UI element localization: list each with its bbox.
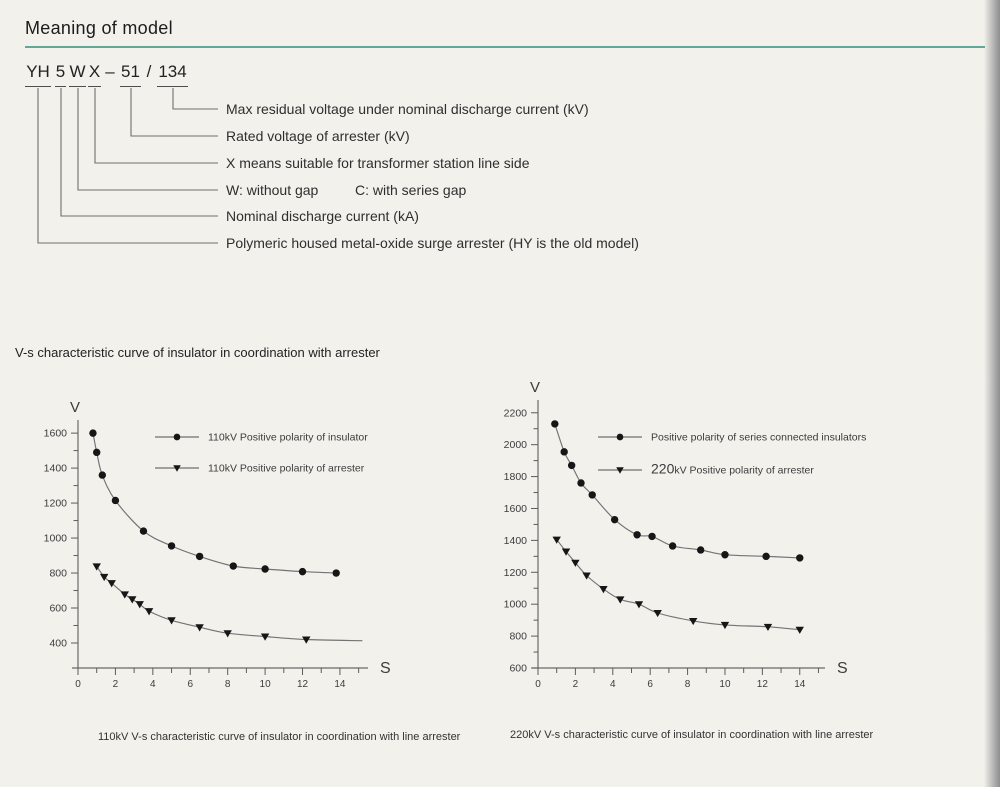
svg-text:8: 8 xyxy=(685,679,691,690)
code-segment-134: 134 xyxy=(157,62,188,87)
svg-text:14: 14 xyxy=(794,679,806,690)
legend-entry-1: 110kV Positive polarity of arrester xyxy=(155,463,365,475)
diagram-label-text: X means suitable for transformer station… xyxy=(226,155,530,171)
code-segment-x: X xyxy=(88,62,101,87)
svg-text:0: 0 xyxy=(75,679,81,690)
svg-text:2: 2 xyxy=(113,679,119,690)
svg-text:220kV Positive polarity of arr: 220kV Positive polarity of arrester xyxy=(651,461,814,477)
svg-text:1600: 1600 xyxy=(44,428,68,440)
svg-text:10: 10 xyxy=(260,679,272,690)
diagram-label-polymeric: Polymeric housed metal-oxide surge arres… xyxy=(226,234,639,252)
svg-text:1000: 1000 xyxy=(504,599,528,611)
chart-110kv: 0 2 4 6 8 10 12 14 400 600 800 1000 1200 1400 1600 V S 11… xyxy=(20,390,430,695)
diagram-label-text-2: C: with series gap xyxy=(355,182,467,198)
code-segment-w: W xyxy=(69,62,86,87)
svg-text:1400: 1400 xyxy=(504,535,528,547)
svg-text:4: 4 xyxy=(610,679,616,690)
code-segment-slash: / xyxy=(146,62,152,81)
svg-text:10: 10 xyxy=(719,679,731,690)
svg-text:110kV Positive polarity of ins: 110kV Positive polarity of insulator xyxy=(208,432,368,444)
svg-text:6: 6 xyxy=(187,679,193,690)
diagram-label-nominal-current: Nominal discharge current (kA) xyxy=(226,207,419,225)
svg-text:1200: 1200 xyxy=(504,567,528,579)
svg-text:1400: 1400 xyxy=(44,463,68,475)
diagram-label-text: Rated voltage of arrester (kV) xyxy=(226,128,410,144)
series-0 xyxy=(551,420,804,562)
svg-text:12: 12 xyxy=(297,679,309,690)
svg-text:110kV Positive polarity of arr: 110kV Positive polarity of arrester xyxy=(208,463,365,475)
diagram-label-x-means: X means suitable for transformer station… xyxy=(226,154,529,172)
svg-text:S: S xyxy=(380,660,391,677)
svg-text:800: 800 xyxy=(49,568,67,580)
series-1 xyxy=(552,536,804,634)
diagram-label-rated-voltage: Rated voltage of arrester (kV) xyxy=(226,127,410,145)
diagram-label-text: W: without gap xyxy=(226,182,319,198)
axes: 0 2 4 6 8 10 12 14 600 800 1000 1200 1400 1600 1800 200… xyxy=(504,400,825,690)
svg-text:Positive polarity of series co: Positive polarity of series connected in… xyxy=(651,432,866,444)
svg-text:1000: 1000 xyxy=(44,533,68,545)
code-segment-51: 51 xyxy=(120,62,141,87)
code-segment-5: 5 xyxy=(55,62,66,87)
legend-entry-0: Positive polarity of series connected in… xyxy=(598,432,866,444)
svg-text:14: 14 xyxy=(334,679,346,690)
svg-text:1200: 1200 xyxy=(44,498,68,510)
code-segment-dash: – xyxy=(105,62,115,81)
svg-text:V: V xyxy=(70,399,80,416)
legend-entry-1: 220kV Positive polarity of arrester xyxy=(598,461,814,477)
section-title: V-s characteristic curve of insulator in… xyxy=(15,345,380,360)
diagram-label-text: Nominal discharge current (kA) xyxy=(226,208,419,224)
svg-text:6: 6 xyxy=(647,679,653,690)
svg-text:800: 800 xyxy=(509,631,527,643)
diagram-label-text: Polymeric housed metal-oxide surge arres… xyxy=(226,235,639,251)
code-segment-yh: YH xyxy=(25,62,51,87)
diagram-label-text: Max residual voltage under nominal disch… xyxy=(226,101,589,117)
svg-text:400: 400 xyxy=(49,637,67,649)
heading-rule xyxy=(25,46,985,48)
chart-caption-220kv: 220kV V-s characteristic curve of insula… xyxy=(510,729,874,741)
series-0 xyxy=(89,429,340,577)
svg-text:600: 600 xyxy=(49,603,67,615)
series-1 xyxy=(92,563,363,644)
svg-text:S: S xyxy=(837,660,848,677)
axes: 0 2 4 6 8 10 12 14 400 600 800 1000 1200 1400 1600 xyxy=(44,420,368,690)
svg-text:2: 2 xyxy=(573,679,579,690)
diagram-label-gap-types: W: without gap C: with series gap xyxy=(226,181,466,199)
svg-text:2200: 2200 xyxy=(504,407,528,419)
svg-text:4: 4 xyxy=(150,679,156,690)
svg-text:12: 12 xyxy=(757,679,769,690)
connector-lines xyxy=(37,88,218,244)
chart-svg: 0 2 4 6 8 10 12 14 600 800 1000 1200 1400 1600 1800 200… xyxy=(504,379,867,690)
svg-text:2000: 2000 xyxy=(504,439,528,451)
chart-caption-110kv: 110kV V-s characteristic curve of insula… xyxy=(98,731,461,743)
svg-text:V: V xyxy=(530,379,540,396)
svg-text:600: 600 xyxy=(509,663,527,675)
chart-220kv: 0 2 4 6 8 10 12 14 600 800 1000 1200 1400 1600 1800 200… xyxy=(470,378,920,695)
svg-text:8: 8 xyxy=(225,679,231,690)
model-code: YH 5 W X – 51 / 134 xyxy=(0,62,260,92)
legend-entry-0: 110kV Positive polarity of insulator xyxy=(155,432,368,444)
diagram-label-max-residual: Max residual voltage under nominal disch… xyxy=(226,100,589,118)
svg-text:1800: 1800 xyxy=(504,471,528,483)
page-title: Meaning of model xyxy=(25,18,173,38)
page-edge-shadow xyxy=(984,0,1000,787)
svg-text:0: 0 xyxy=(535,679,541,690)
svg-text:1600: 1600 xyxy=(504,503,528,515)
